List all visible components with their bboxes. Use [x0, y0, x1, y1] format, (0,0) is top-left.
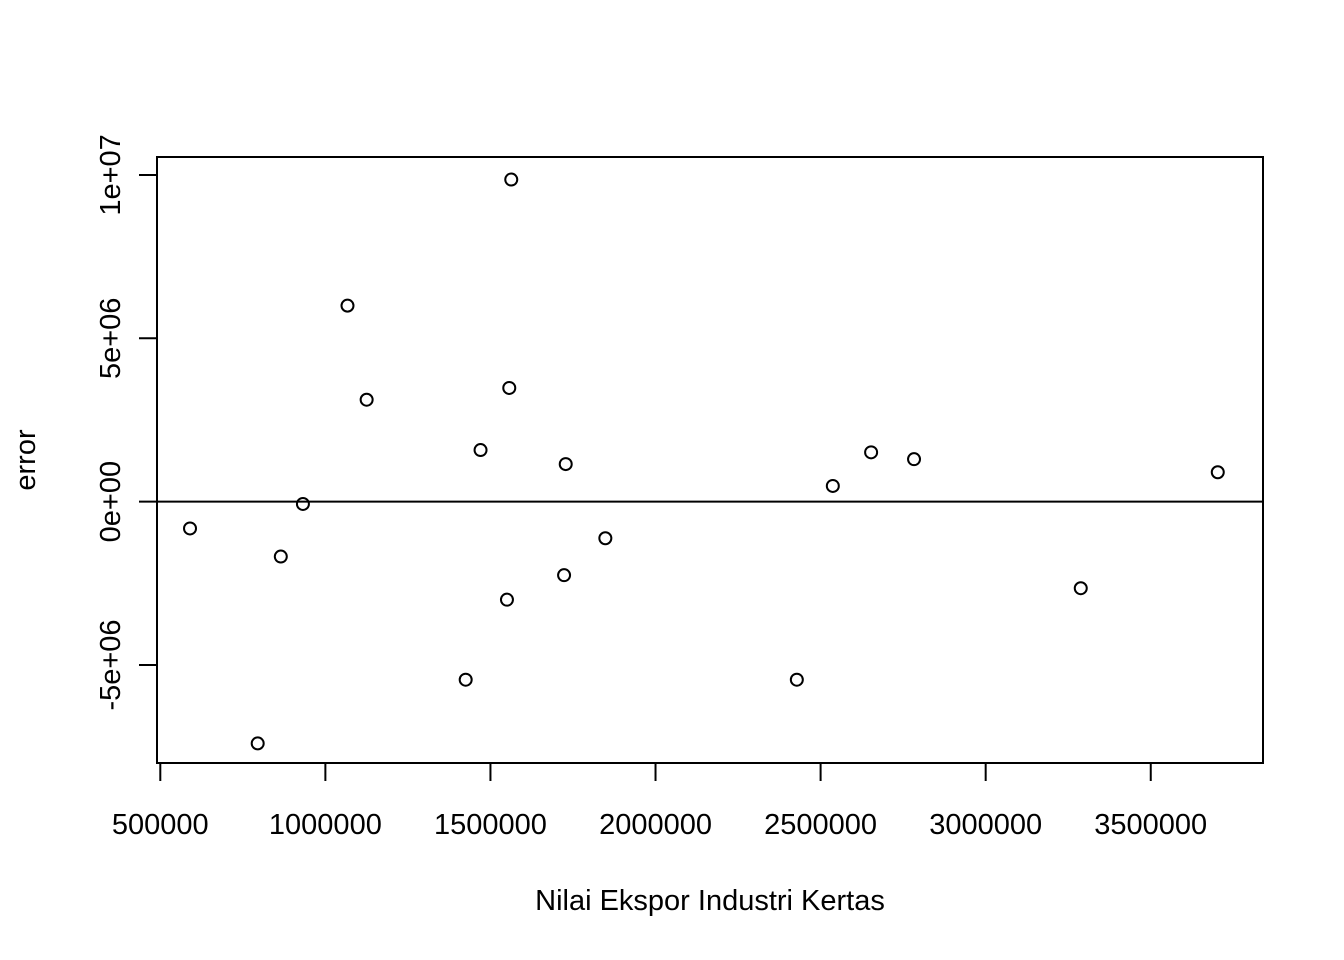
data-point — [789, 672, 804, 687]
y-tick-label: 0e+00 — [95, 461, 127, 542]
data-point — [273, 549, 288, 564]
x-tick-label: 500000 — [112, 809, 209, 841]
data-point — [1210, 465, 1225, 480]
x-tick-label: 2000000 — [599, 809, 712, 841]
data-point — [499, 592, 514, 607]
y-tick-label: 5e+06 — [95, 298, 127, 379]
y-tick-label: 1e+07 — [95, 134, 127, 215]
y-axis-label: error — [10, 429, 42, 491]
x-tick-label: 1500000 — [434, 809, 547, 841]
x-tick-label: 3000000 — [929, 809, 1042, 841]
data-point — [295, 496, 310, 511]
data-point — [598, 531, 613, 546]
data-point — [907, 452, 922, 467]
y-axis: -5e+06 0e+00 5e+06 1e+07 — [95, 134, 158, 711]
x-tick-label: 2500000 — [764, 809, 877, 841]
data-point — [502, 380, 517, 395]
data-point — [864, 445, 879, 460]
plot-frame — [156, 156, 1264, 764]
x-tick-label: 3500000 — [1094, 809, 1207, 841]
data-point — [250, 736, 265, 751]
data-point — [504, 172, 519, 187]
data-point — [557, 568, 572, 583]
data-point — [558, 457, 573, 472]
x-axis: 500000 1000000 1500000 2000000 2500000 300000… — [112, 762, 1207, 841]
data-point — [458, 672, 473, 687]
data-points — [183, 172, 1225, 751]
data-point — [340, 298, 355, 313]
data-point — [359, 392, 374, 407]
y-tick-label: -5e+06 — [95, 619, 127, 710]
data-point — [825, 478, 840, 493]
x-tick-label: 1000000 — [269, 809, 382, 841]
x-axis-label: Nilai Ekspor Industri Kertas — [535, 885, 885, 917]
data-point — [1073, 581, 1088, 596]
data-point — [183, 521, 198, 536]
data-point — [473, 443, 488, 458]
